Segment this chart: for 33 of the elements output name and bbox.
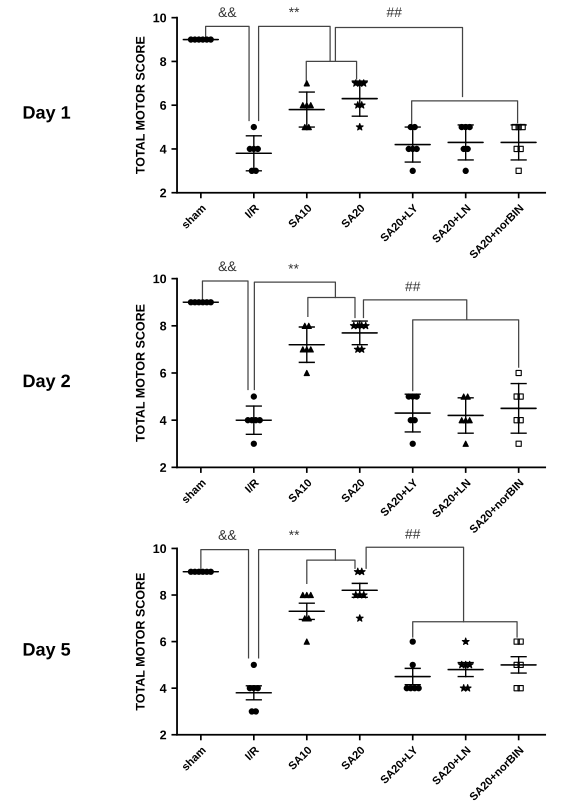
y-tick-label: 2 [160,188,166,198]
text: ** [288,264,299,269]
text: && [218,530,236,540]
y-tick-label: 8 [160,57,166,66]
y-tick-label: 4 [160,144,167,154]
text: ## [405,529,420,539]
y-tick-label: 8 [160,590,166,600]
y-tick-label: 8 [160,322,166,330]
x-tick-label: I/R [244,478,260,494]
annotation: ## [405,282,420,292]
y-tick-label: 10 [154,544,166,554]
x-tick-label: I/R [244,203,260,218]
y-tick-label: 10 [154,274,166,284]
y-tick-label: 10 [154,13,166,22]
y-tick-label: 2 [160,730,166,740]
y-tick-label: 2 [160,463,166,472]
y-axis-title: TOTAL MOTOR SCORE [136,304,145,442]
text: ## [386,7,402,17]
y-axis-title: TOTAL MOTOR SCORE [136,36,145,174]
y-tick-label: 4 [160,416,167,425]
text: ** [288,7,300,12]
y-tick-label: 6 [160,368,166,378]
y-axis-title: TOTAL MOTOR SCORE [136,573,145,710]
x-tick-label: I/R [244,745,260,761]
y-tick-label: 4 [160,684,167,693]
y-tick-label: 6 [160,637,166,646]
text: Day 2 [24,374,70,391]
text: ** [288,530,300,536]
y-tick-label: 6 [160,100,166,110]
text: && [218,7,236,18]
text: Day 5 [24,643,70,660]
text: Day 1 [24,106,70,122]
text: && [218,261,236,272]
